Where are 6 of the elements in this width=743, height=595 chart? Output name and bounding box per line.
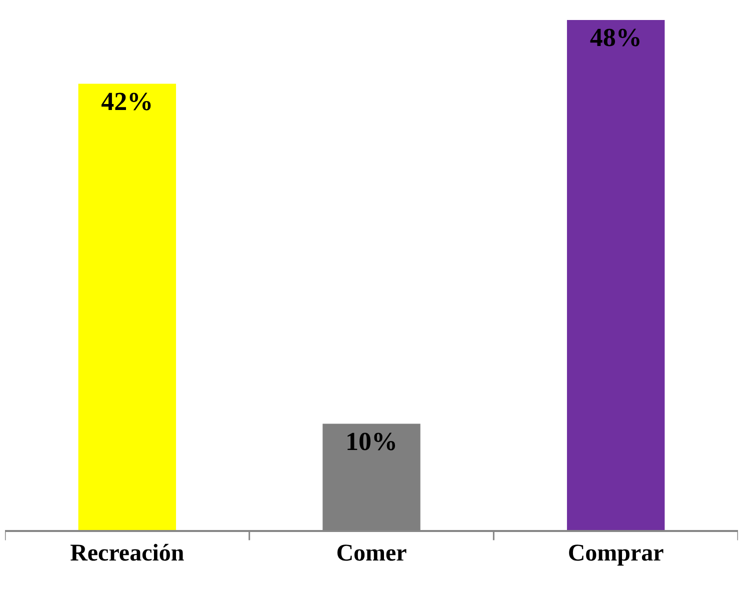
x-tick-label: Comer: [336, 540, 408, 567]
data-label: 48%: [590, 23, 642, 52]
data-label: 42%: [101, 86, 154, 116]
x-tick-label: Recreación: [70, 540, 184, 567]
x-tick-label: Comprar: [568, 540, 664, 567]
data-label: 10%: [346, 426, 398, 456]
